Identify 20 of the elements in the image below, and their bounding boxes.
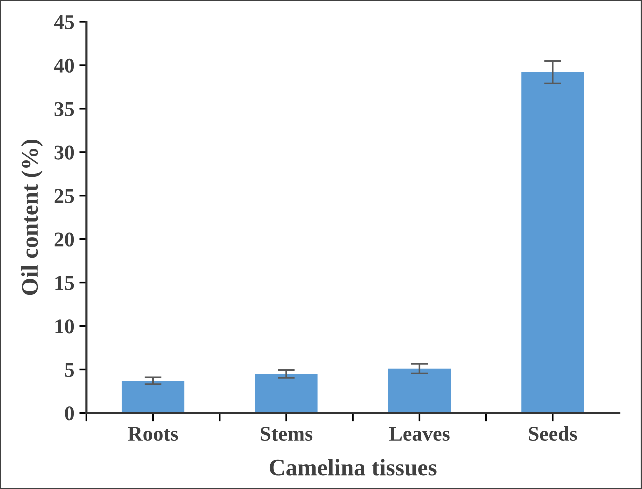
- y-tick-label: 0: [65, 406, 74, 421]
- bar: [122, 381, 185, 414]
- bar: [522, 72, 584, 414]
- y-axis-title: Oil content (%): [22, 140, 43, 296]
- x-tick-label: Stems: [260, 427, 313, 442]
- y-tick-label: 40: [54, 58, 74, 73]
- x-axis-title: Camelina tissues: [270, 459, 437, 476]
- bar: [388, 368, 452, 414]
- x-tick-label: Leaves: [389, 427, 450, 442]
- y-tick-label: 25: [54, 189, 74, 204]
- y-tick-label: 35: [54, 102, 74, 116]
- x-tick-label: Roots: [128, 427, 178, 442]
- y-tick-label: 10: [56, 320, 74, 334]
- x-tick-label: Seeds: [529, 426, 578, 442]
- y-tick-label: 45: [54, 16, 74, 30]
- bar: [255, 374, 318, 414]
- y-tick-label: 15: [56, 276, 74, 290]
- y-tick-label: 20: [54, 232, 74, 247]
- y-tick-label: 30: [54, 146, 74, 160]
- y-tick-label: 5: [65, 363, 74, 378]
